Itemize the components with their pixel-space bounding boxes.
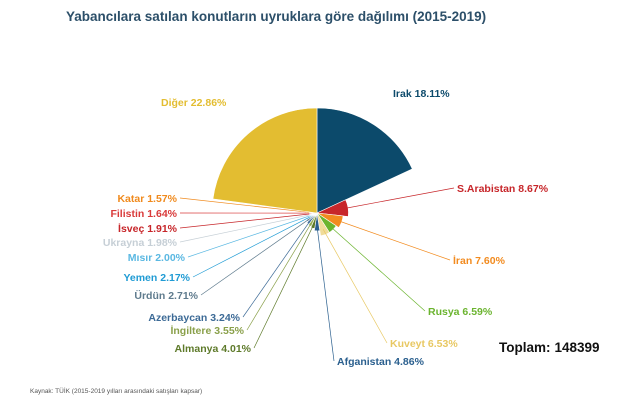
slice-label: Almanya 4.01% [175,343,252,355]
slice-label: Irak 18.11% [393,88,450,100]
slice-label: Filistin 1.64% [110,208,177,220]
slice-label: Kuveyt 6.53% [390,338,458,350]
pie-slice-kuveyt [316,212,330,237]
pie-slice-di-er [212,107,318,214]
leader-line [340,187,455,210]
chart-title: Yabancılara satılan konutların uyruklara… [66,9,487,24]
source-note: Kaynak: TÜİK (2015-2019 yılları arasında… [30,388,203,395]
slice-label: Rusya 6.59% [428,306,493,318]
slice-label: Diğer 22.86% [161,97,227,109]
slice-label: Afganistan 4.86% [337,356,425,368]
leader-line [322,229,388,344]
slice-label: Ürdün 2.71% [134,289,198,302]
slice-label: İsveç 1.91% [118,222,178,235]
leader-line [316,226,335,362]
leader-line [192,216,310,278]
slice-label: Yemen 2.17% [123,272,190,284]
leader-line [187,215,310,258]
total-label: Toplam: [499,340,551,355]
slice-label: Mısır 2.00% [128,252,186,264]
pie-slice-irak [316,107,413,214]
slice-label: Ukrayna 1.98% [103,237,178,249]
slice-label: Katar 1.57% [117,193,177,205]
leader-line [200,218,310,296]
leader-line [335,219,451,261]
leader-line [179,213,310,229]
pie-slice-afganistan [314,212,321,232]
total-count: Toplam: 148399 [499,340,600,355]
leader-line [242,220,311,318]
leader-line [328,225,426,312]
leader-line [179,214,310,243]
leader-line [246,222,312,331]
slice-label: Azerbaycan 3.24% [148,312,240,324]
total-value: 148399 [554,340,600,355]
leader-line [253,224,315,349]
leader-line [179,197,310,213]
slice-label: İran 7.60% [453,254,506,267]
slice-label: S.Arabistan 8.67% [457,183,549,195]
slice-label: İngiltere 3.55% [170,324,244,337]
